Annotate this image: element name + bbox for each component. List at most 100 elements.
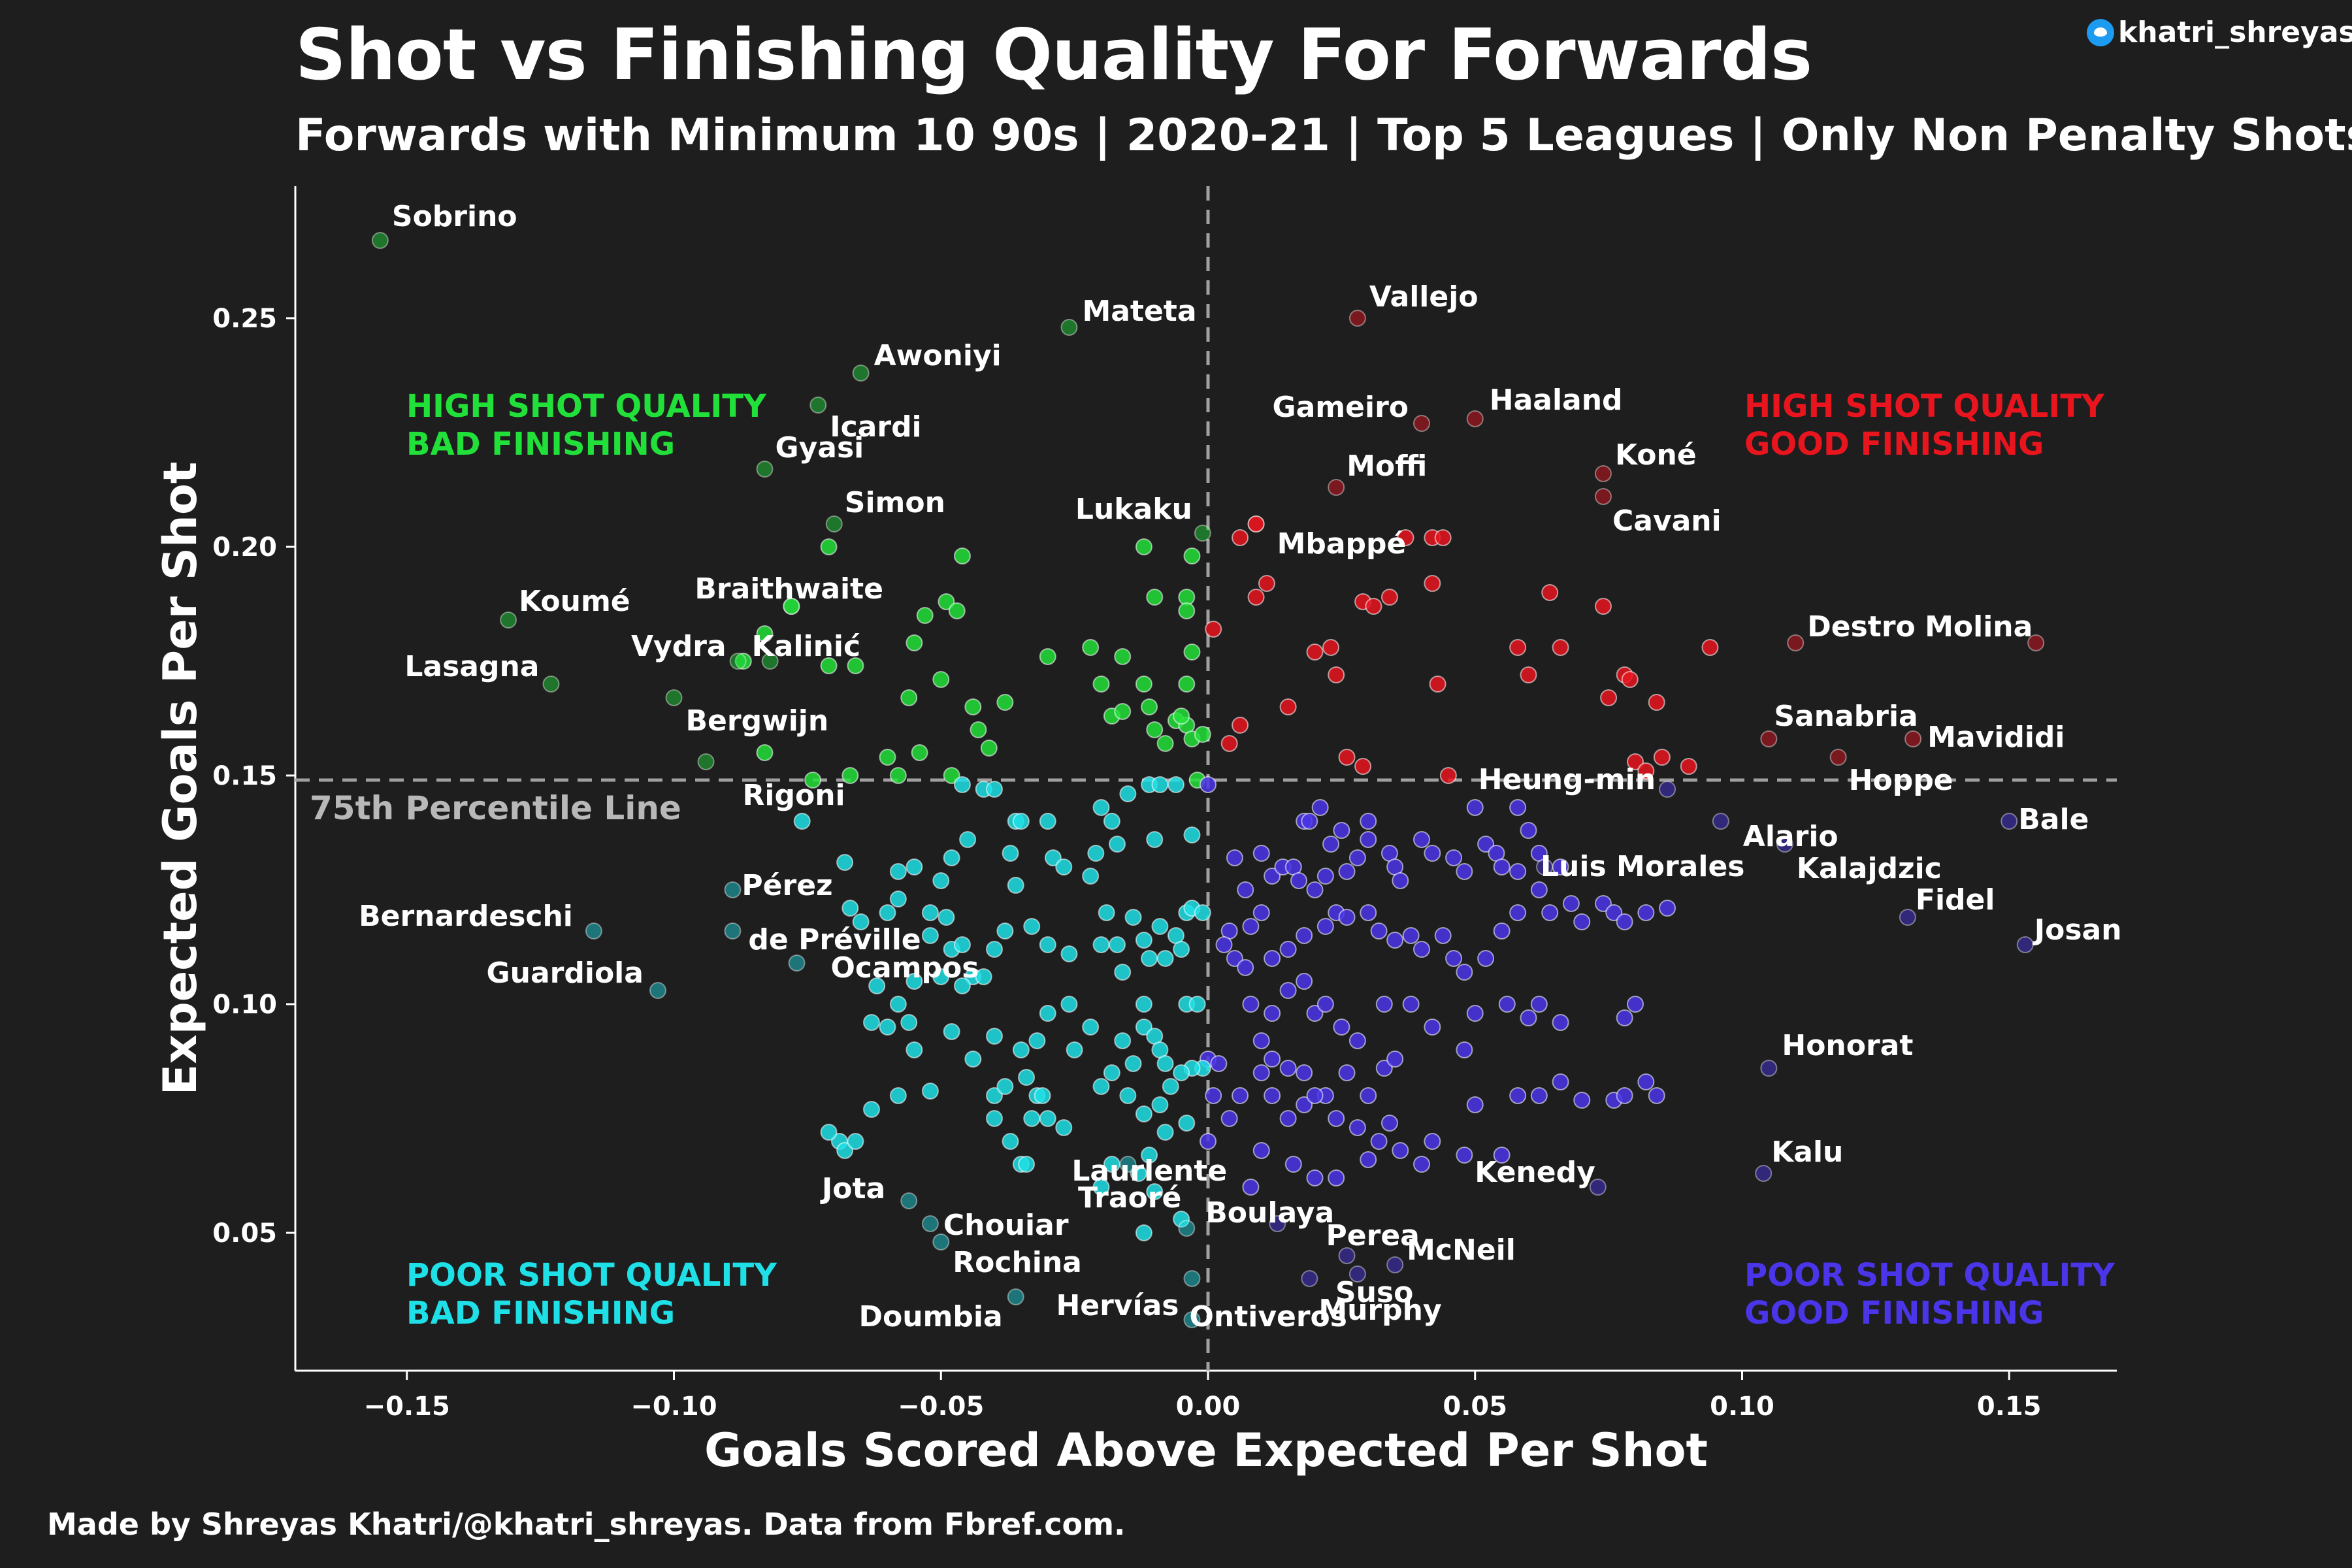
data-point (1354, 758, 1372, 775)
data-point (1375, 1060, 1393, 1077)
labeled-data-point (1119, 1156, 1137, 1173)
data-point (1264, 1051, 1281, 1068)
data-point (1012, 1041, 1030, 1058)
labeled-data-point (1413, 415, 1430, 432)
data-point (1247, 589, 1265, 606)
data-point (1333, 1019, 1350, 1036)
labeled-data-point (1589, 1179, 1607, 1196)
point-label: Molina (1925, 610, 2033, 644)
data-point (1173, 941, 1190, 958)
point-label: Jota (820, 1172, 885, 1205)
chart-title: Shot vs Finishing Quality For Forwards (295, 14, 1812, 96)
point-label: Mbappé (1277, 527, 1407, 561)
data-point (1194, 904, 1211, 921)
data-point (1220, 735, 1238, 752)
data-point (1338, 749, 1356, 766)
labeled-data-point (1301, 1270, 1318, 1287)
point-label: Mavididi (1927, 721, 2065, 754)
data-point (1141, 950, 1158, 967)
point-label: Mateta (1082, 295, 1196, 328)
data-point (1232, 717, 1249, 734)
data-point (820, 538, 838, 555)
data-point (836, 1142, 854, 1159)
data-point (1424, 1019, 1441, 1036)
data-point (970, 721, 987, 738)
footer-credit: Made by Shreyas Khatri/@khatri_shreyas. … (47, 1507, 1126, 1542)
data-point (756, 625, 774, 642)
data-point (1338, 1064, 1356, 1081)
data-point (1103, 813, 1120, 830)
labeled-data-point (1247, 515, 1265, 532)
data-point (1082, 1019, 1100, 1036)
data-point (1328, 666, 1345, 683)
data-point (1530, 845, 1548, 862)
point-label: Alario (1743, 820, 1838, 853)
point-label: Icardi (830, 410, 921, 444)
data-point (1173, 1211, 1190, 1228)
data-point (953, 977, 971, 994)
data-point (1183, 547, 1201, 564)
data-point (1360, 813, 1377, 830)
x-tick-label: 0.15 (1977, 1392, 2042, 1422)
data-point (1600, 689, 1618, 706)
x-tick-label: 0.00 (1176, 1392, 1241, 1422)
data-point (1348, 1032, 1366, 1049)
data-point (1034, 1087, 1051, 1104)
data-point (1306, 1169, 1324, 1186)
data-point (1680, 758, 1697, 775)
point-label: Kalu (1771, 1135, 1843, 1169)
data-point (820, 1124, 838, 1141)
data-point (1338, 909, 1356, 926)
labeled-data-point (371, 232, 389, 249)
labeled-data-point (724, 881, 742, 898)
data-point (1333, 822, 1350, 839)
data-point (1413, 831, 1430, 848)
data-point (1156, 735, 1174, 752)
point-label: de Préville (748, 923, 921, 956)
data-point (980, 740, 998, 757)
data-point (1466, 799, 1484, 816)
data-point (1156, 1055, 1174, 1072)
data-point (889, 1087, 907, 1104)
data-point (1627, 753, 1644, 770)
axes: −0.15 −0.10 −0.05 0.00 0.05 0.10 0.15 0.05 0.10 0… (154, 186, 2117, 1477)
point-label: Hoppe (1849, 764, 1953, 797)
data-point (1306, 881, 1324, 898)
point-label: Bergwijn (686, 704, 829, 738)
data-point (879, 749, 896, 766)
data-point (1194, 726, 1211, 743)
data-point (1348, 849, 1366, 866)
data-point (820, 657, 838, 674)
twitter-handle[interactable]: khatri_shreyas (2087, 16, 2352, 49)
data-point (889, 767, 907, 784)
point-label: Moffi (1347, 449, 1427, 483)
data-point (921, 927, 939, 944)
data-point (1439, 767, 1457, 784)
data-point (1493, 923, 1511, 939)
labeled-data-point (1904, 730, 1922, 747)
data-point (1445, 950, 1463, 967)
data-point (959, 831, 977, 848)
point-label: Doumbia (858, 1300, 1002, 1333)
data-point (1060, 945, 1078, 962)
data-point (1002, 1133, 1019, 1150)
data-point (1552, 639, 1569, 656)
labeled-data-point (761, 653, 779, 670)
data-point (1616, 1009, 1633, 1026)
data-point (1509, 639, 1527, 656)
data-point (1178, 676, 1196, 693)
data-point (1392, 872, 1409, 889)
data-point (986, 1087, 1003, 1104)
point-label: Traoré (1078, 1181, 1181, 1215)
data-point (1044, 849, 1062, 866)
data-point (1039, 1110, 1056, 1127)
data-point (911, 744, 928, 761)
data-point (1237, 881, 1254, 898)
data-point (1039, 936, 1056, 953)
data-point (996, 1078, 1014, 1095)
data-point (1039, 648, 1056, 665)
data-point (1466, 1096, 1484, 1113)
data-point (1226, 950, 1243, 967)
data-point (1296, 927, 1313, 944)
